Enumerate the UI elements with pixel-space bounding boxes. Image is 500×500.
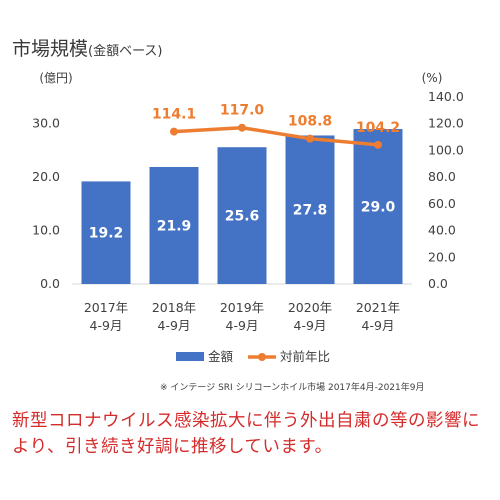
line-point (238, 123, 246, 132)
y-right-tick-label: 40.0 (428, 223, 456, 238)
commentary-text: 新型コロナウイルス感染拡大に伴う外出自粛の等の影響により、引き続き好調に推移して… (12, 411, 480, 457)
line-series-path (173, 125, 379, 147)
y-right-tick-label: 100.0 (428, 142, 464, 157)
y-right-tick-label: 140.0 (428, 89, 464, 104)
chart-title-main: 市場規模 (12, 38, 89, 60)
x-tick-label-year: 2021年 (356, 300, 400, 315)
bar-value-label: 19.2 (89, 226, 124, 242)
y-left-tick-label: 0.0 (40, 276, 60, 291)
y-right-tick-label: 60.0 (428, 196, 456, 211)
y-right-tick-label: 80.0 (428, 169, 456, 184)
x-tick-label-period: 4-9月 (362, 318, 395, 333)
line-point (374, 140, 382, 149)
line-value-label: 114.1 (152, 107, 196, 123)
line-value-label: 108.8 (288, 114, 332, 130)
legend-swatch-bar (176, 352, 204, 361)
y-right-tick-label: 120.0 (428, 116, 464, 131)
bar-value-label: 25.6 (225, 209, 260, 225)
bar-3 (217, 147, 267, 284)
y-left-tick-label: 20.0 (32, 169, 60, 184)
chart-title: 市場規模(金額ベース) (12, 34, 163, 61)
bar-value-label: 21.9 (157, 218, 192, 234)
legend-label-bar: 金額 (208, 349, 234, 364)
x-tick-label-period: 4-9月 (294, 318, 327, 333)
chart-title-sub: (金額ベース) (88, 44, 163, 59)
x-tick-label-period: 4-9月 (158, 318, 191, 333)
line-point (306, 134, 314, 143)
x-tick-label-year: 2020年 (288, 300, 332, 315)
y-left-tick-label: 10.0 (32, 223, 60, 238)
y-left-axis-label: (億円) (39, 71, 72, 85)
bar-4 (285, 135, 335, 284)
x-tick-label-period: 4-9月 (226, 318, 259, 333)
y-left-tick-label: 30.0 (32, 116, 60, 131)
bar-1 (81, 181, 131, 284)
x-tick-label-year: 2019年 (220, 300, 264, 315)
x-tick-label-year: 2018年 (152, 300, 196, 315)
y-right-tick-label: 0.0 (428, 276, 448, 291)
source-note: ※ インテージ SRI シリコーンホイル市場 2017年4月-2021年9月 (160, 383, 425, 393)
y-right-axis-label: (%) (422, 71, 443, 85)
line-point (170, 127, 178, 136)
bar-value-label: 29.0 (361, 200, 396, 216)
legend-label-line: 対前年比 (280, 349, 330, 364)
bar-2 (149, 166, 199, 284)
line-value-label: 117.0 (220, 103, 265, 119)
bar-5 (353, 129, 403, 284)
bar-value-label: 27.8 (293, 203, 328, 219)
line-value-label: 104.2 (356, 120, 400, 136)
x-tick-label-year: 2017年 (84, 300, 128, 315)
y-right-tick-label: 20.0 (428, 249, 456, 264)
legend-swatch-marker (258, 353, 266, 361)
x-tick-label-period: 4-9月 (90, 318, 123, 333)
combo-chart: (億円) (%) 0.0 10.0 20.0 30.0 0.0 20.0 40.0 60.0 80.… (32, 71, 464, 364)
